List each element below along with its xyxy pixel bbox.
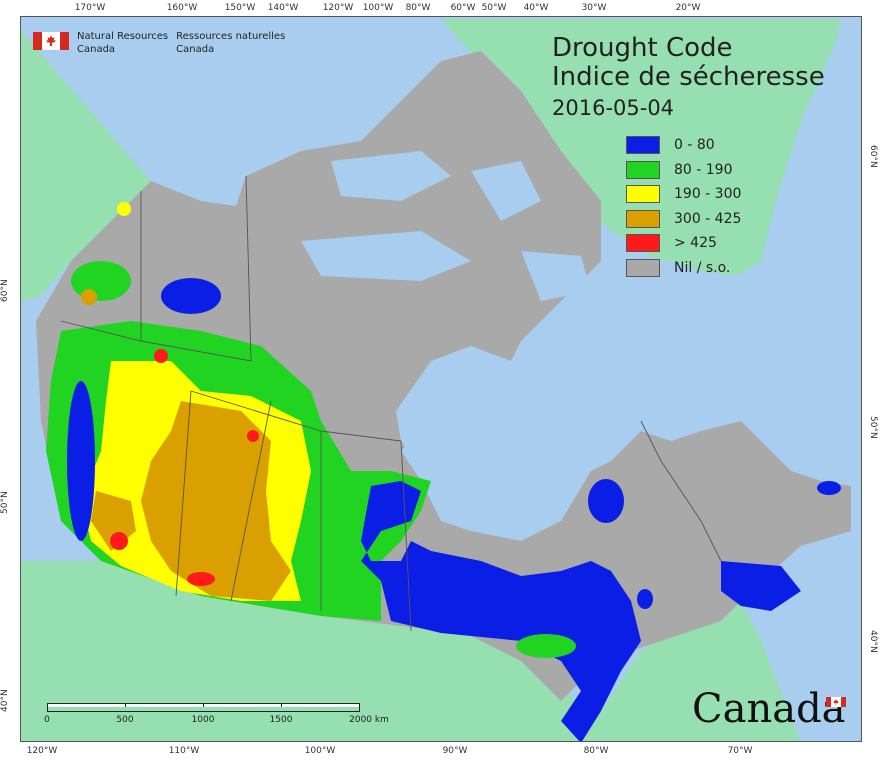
hudson-bay	[396, 346, 541, 501]
agency-name-fr-line1: Ressources naturelles	[176, 31, 286, 42]
usa-land	[21, 561, 801, 741]
tick-right: 50°N	[868, 416, 878, 439]
tick-right: 40°N	[868, 630, 878, 653]
canada-wordmark: Canada	[692, 686, 846, 732]
drought-spot-over-425	[110, 532, 128, 550]
scale-label: 1000	[191, 715, 215, 725]
legend-item: 80 - 190	[626, 158, 741, 183]
legend-swatch	[626, 209, 660, 228]
map-title-en: Drought Code	[552, 33, 733, 63]
arctic-channel	[301, 231, 471, 281]
canada-flag-icon	[33, 32, 69, 50]
legend-swatch	[626, 160, 660, 179]
tick-bottom: 110°W	[168, 746, 200, 756]
tick-right: 60°N	[868, 145, 878, 168]
arctic-channel	[471, 161, 541, 221]
legend-swatch	[626, 234, 660, 253]
agency-name-en: Natural Resources Canada	[77, 30, 168, 56]
legend-label: Nil / s.o.	[674, 259, 731, 276]
agency-name-en-line1: Natural Resources	[77, 31, 169, 42]
tick-top: 20°W	[675, 3, 701, 13]
agency-name-en-line2: Canada	[77, 44, 116, 55]
scale-label: 500	[116, 715, 134, 725]
scale-label: 2000 km	[349, 715, 389, 725]
legend-label: 300 - 425	[674, 210, 742, 227]
legend-item: > 425	[626, 231, 741, 256]
map-title-block: Drought Code Indice de sécheresse 2016-0…	[552, 34, 825, 122]
legend-label: > 425	[674, 235, 717, 252]
tick-top: 160°W	[166, 3, 198, 13]
legend-item: Nil / s.o.	[626, 256, 741, 281]
drought-zone-0-80	[637, 589, 653, 609]
drought-spot-300-425	[81, 289, 97, 305]
map-area	[20, 16, 862, 742]
tick-left: 40°N	[0, 689, 10, 712]
legend-label: 0 - 80	[674, 137, 715, 154]
scale-bar: 0 500 1000 1500 2000 km	[44, 703, 389, 726]
tick-top: 50°W	[481, 3, 507, 13]
tick-left: 60°N	[0, 279, 10, 302]
tick-top: 100°W	[362, 3, 394, 13]
legend-label: 80 - 190	[674, 161, 733, 178]
alaska-land	[21, 31, 151, 301]
legend-item: 0 - 80	[626, 133, 741, 158]
arctic-channel	[521, 251, 591, 301]
map-title-fr: Indice de sécheresse	[552, 62, 825, 92]
tick-top: 170°W	[74, 3, 106, 13]
map-canvas	[21, 17, 861, 741]
agency-name-fr-line2: Canada	[176, 44, 215, 55]
legend-swatch	[626, 258, 660, 277]
legend-swatch	[626, 185, 660, 204]
tick-bottom: 90°W	[442, 746, 468, 756]
drought-zone-0-80	[67, 381, 95, 541]
scale-labels: 0 500 1000 1500 2000 km	[44, 712, 389, 726]
drought-zone-0-80	[721, 561, 801, 611]
legend-swatch	[626, 136, 660, 155]
tick-bottom: 70°W	[727, 746, 753, 756]
arctic-channel	[331, 151, 451, 201]
tick-top: 150°W	[224, 3, 256, 13]
tick-bottom: 100°W	[304, 746, 336, 756]
scale-label: 1500	[269, 715, 293, 725]
tick-bottom: 120°W	[26, 746, 58, 756]
drought-zone-80-190	[71, 261, 131, 301]
legend: 0 - 80 80 - 190 190 - 300 300 - 425 > 42…	[626, 133, 741, 280]
legend-item: 300 - 425	[626, 207, 741, 232]
tick-bottom: 80°W	[583, 746, 609, 756]
wordmark-flag-icon	[826, 692, 846, 707]
drought-zone-0-80	[588, 479, 624, 523]
tick-top: 30°W	[581, 3, 607, 13]
drought-zone-0-80	[161, 278, 221, 314]
tick-top: 140°W	[267, 3, 299, 13]
tick-top: 80°W	[405, 3, 431, 13]
tick-top: 120°W	[322, 3, 354, 13]
drought-zone-0-80	[361, 481, 641, 741]
provincial-boundaries	[60, 175, 722, 632]
tick-top: 40°W	[523, 3, 549, 13]
drought-spot-over-425	[154, 349, 168, 363]
tick-top: 60°W	[450, 3, 476, 13]
scale-bar-graphic	[47, 703, 360, 712]
drought-spot-over-425	[187, 572, 215, 586]
drought-zone-80-190	[516, 634, 576, 658]
drought-zone-0-80	[817, 481, 841, 495]
drought-spot-over-425	[247, 430, 259, 442]
agency-signature: Natural Resources Canada Ressources natu…	[33, 30, 285, 56]
scale-label: 0	[44, 715, 50, 725]
map-date: 2016-05-04	[552, 96, 675, 120]
legend-item: 190 - 300	[626, 182, 741, 207]
drought-spot-190-300	[117, 202, 131, 216]
tick-left: 50°N	[0, 491, 10, 514]
agency-name-fr: Ressources naturelles Canada	[176, 30, 285, 56]
legend-label: 190 - 300	[674, 186, 742, 203]
drought-zone-300-425	[141, 401, 291, 601]
